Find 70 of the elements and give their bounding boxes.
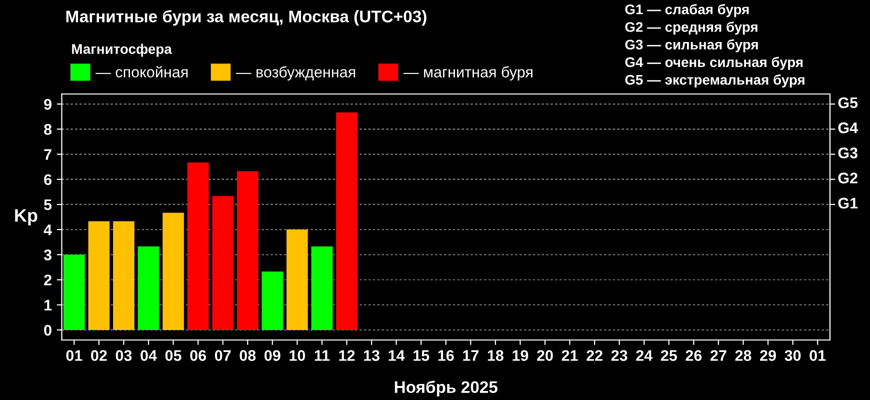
x-tick-label: 28 [735, 350, 752, 361]
x-tick-label: 18 [488, 350, 504, 361]
x-tick-label: 07 [214, 350, 231, 361]
x-tick-label: 14 [388, 350, 405, 361]
bar [336, 112, 358, 330]
ref-line-label: G3 [838, 148, 858, 158]
y-axis-title: Kp [15, 209, 38, 226]
chart-title: Магнитные бури за месяц, Москва (UTC+03) [66, 10, 426, 26]
x-tick-label: 06 [190, 350, 206, 361]
x-tick-label: 16 [438, 350, 454, 361]
x-tick-label: 03 [116, 350, 132, 361]
y-tick-label: 3 [44, 250, 52, 260]
y-tick-label: 8 [44, 124, 52, 135]
text: G5 — экстремальная буря [625, 74, 804, 88]
ref-line-label: G5 [838, 97, 858, 108]
x-tick-label: 10 [290, 350, 306, 361]
y-tick-label: 7 [44, 149, 52, 160]
y-tick-label: 0 [44, 324, 52, 336]
text: G4 — очень сильная буря [625, 56, 803, 70]
x-tick-label: 21 [562, 350, 578, 361]
x-tick-label: 20 [537, 350, 553, 361]
x-tick-label: 24 [636, 350, 653, 361]
legend-title: Магнитосфера [72, 44, 172, 57]
legend-label: — спокойная [96, 66, 188, 78]
bar [311, 246, 333, 330]
y-tick-label: 5 [44, 199, 52, 210]
x-tick-label: 17 [463, 350, 478, 361]
x-tick-label: 05 [165, 350, 182, 361]
x-tick-label: 27 [710, 350, 726, 361]
x-tick-label: 25 [660, 350, 677, 361]
x-tick-label: 08 [240, 350, 256, 361]
ref-line-label: G1 [838, 198, 858, 209]
x-tick-label: 09 [264, 350, 280, 361]
x-tick-label: 15 [414, 350, 430, 361]
x-axis-title: Ноябрь 2025 [394, 380, 498, 396]
x-tick-label: 11 [314, 350, 330, 361]
x-tick-label: 26 [686, 350, 702, 361]
x-tick-label: 13 [364, 350, 380, 361]
ref-line-label: G2 [838, 172, 858, 184]
y-tick-label: 2 [44, 274, 52, 286]
legend-label: — возбужденная [236, 66, 356, 80]
bar [236, 171, 258, 330]
x-tick-label: 12 [339, 350, 355, 361]
x-tick-label: 04 [140, 350, 157, 361]
x-tick-label: 29 [760, 350, 776, 361]
y-tick-label: 1 [44, 300, 52, 310]
text: G3 — сильная буря [625, 39, 758, 52]
bar [64, 254, 85, 330]
x-tick-label: 01 [810, 350, 826, 361]
x-tick-label: 22 [586, 350, 602, 361]
legend-label: — магнитная буря [403, 66, 532, 80]
x-tick-label: 01 [66, 350, 82, 361]
y-tick-label: 9 [44, 98, 52, 110]
y-tick-label: 4 [44, 224, 52, 236]
x-tick-label: 19 [512, 350, 528, 361]
x-tick-label: 30 [784, 350, 801, 361]
bar [187, 162, 209, 330]
x-tick-label: 02 [91, 350, 107, 361]
bar [162, 212, 184, 330]
ref-line-label: G4 [838, 122, 858, 134]
bar [138, 246, 160, 330]
bar [262, 271, 284, 330]
text: G1 — слабая буря [625, 4, 749, 18]
bar [113, 221, 134, 330]
bar [212, 196, 234, 330]
x-tick-label: 23 [611, 350, 628, 361]
text: G2 — средняя буря [625, 22, 758, 35]
bar [286, 230, 308, 330]
y-tick-label: 6 [44, 174, 52, 186]
bar [88, 221, 110, 330]
